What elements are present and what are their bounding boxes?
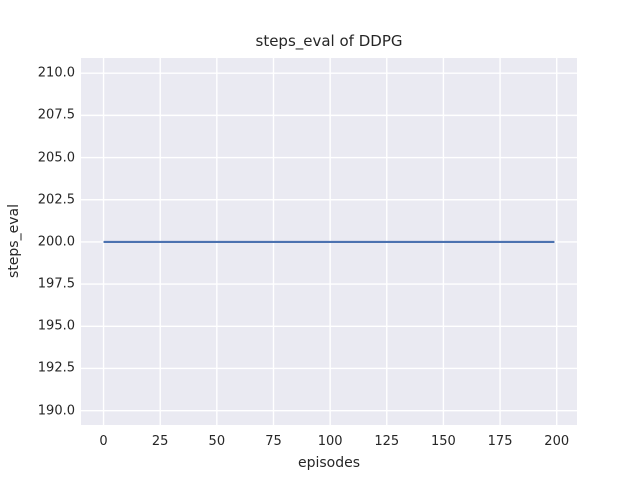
x-tick-label: 175 [487,434,513,449]
plot-area [81,58,577,425]
x-axis-label: episodes [297,455,361,471]
chart-title: steps_eval of DDPG [255,32,403,50]
x-tick-label: 75 [265,434,282,449]
x-tick-label: 200 [544,434,570,449]
y-tick-label: 205.0 [37,150,75,166]
y-tick-label: 200.0 [37,234,75,250]
x-tick-label: 0 [99,434,108,449]
y-tick-label: 195.0 [37,318,75,334]
x-tick-label: 125 [374,434,400,449]
x-tick-label: 100 [317,434,343,449]
x-tick-label: 25 [151,434,169,449]
x-tick-label: 50 [208,434,226,449]
y-tick-label: 210.0 [37,65,75,81]
y-tick-label: 207.5 [37,107,75,123]
x-tick-label: 150 [431,434,456,449]
y-tick-label: 190.0 [37,403,75,419]
y-tick-label: 192.5 [37,360,75,376]
y-tick-label: 202.5 [37,192,75,208]
y-tick-label: 197.5 [37,276,75,292]
